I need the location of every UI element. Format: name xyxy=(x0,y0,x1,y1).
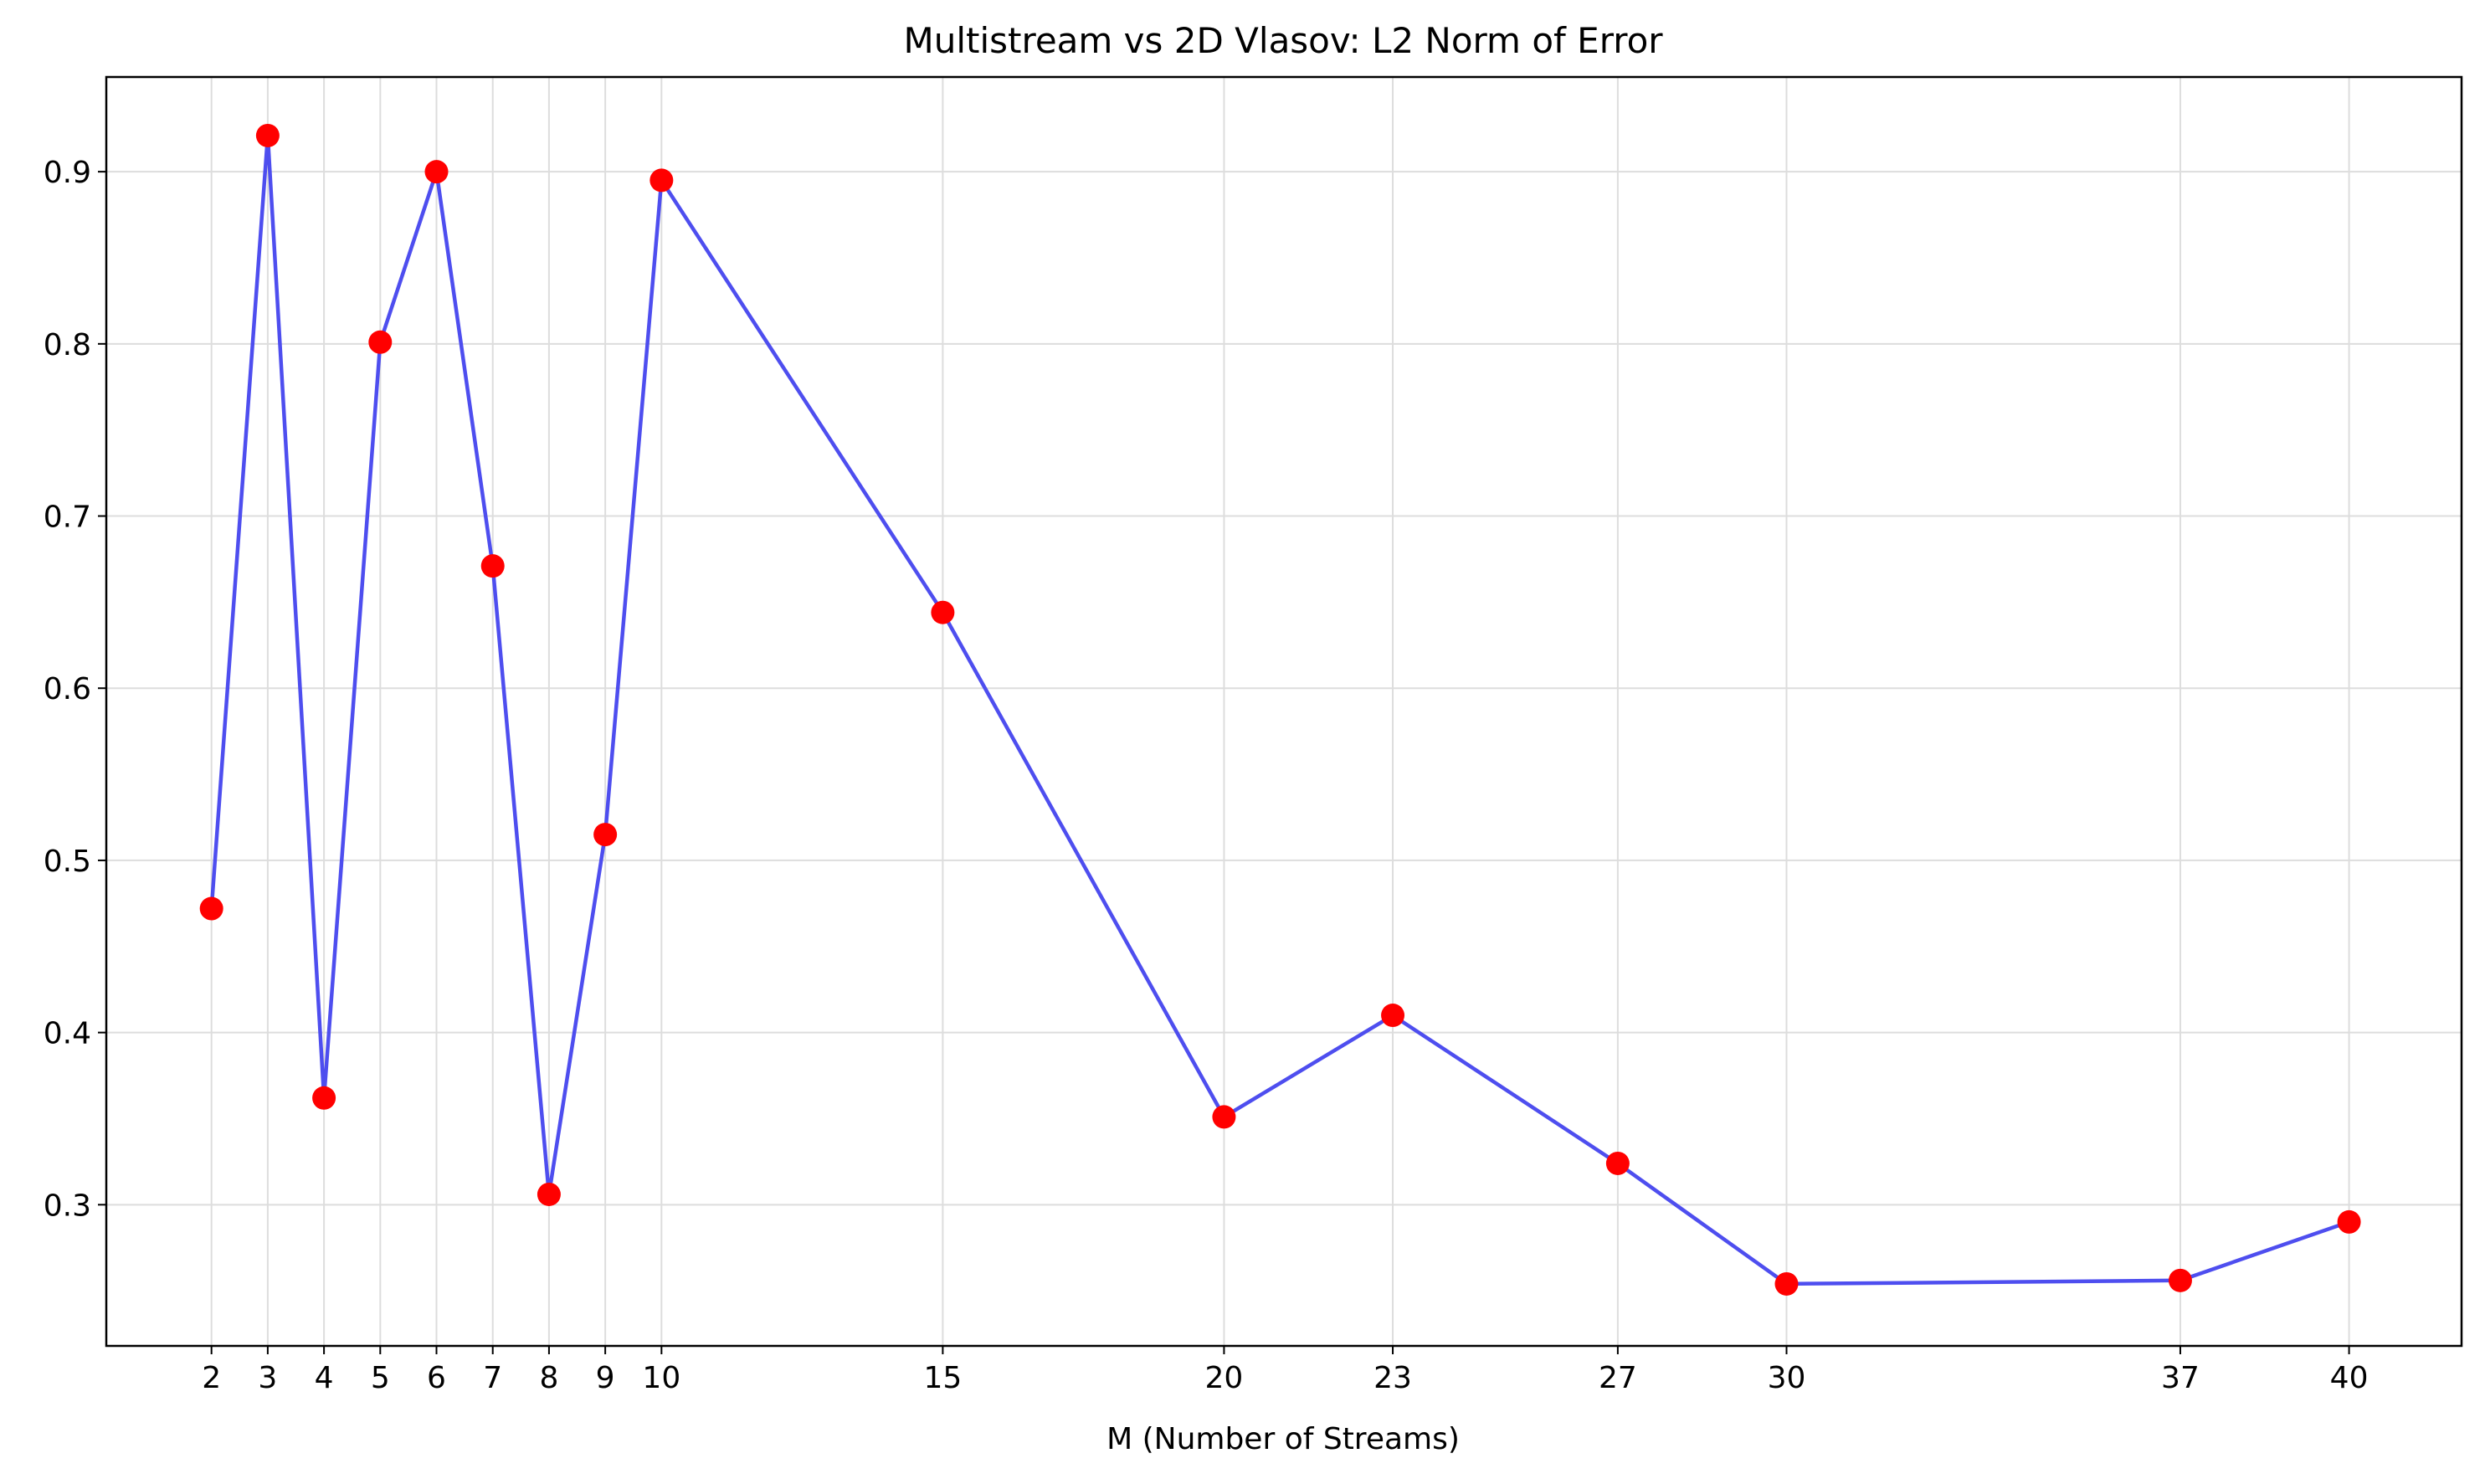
x-tick-label: 20 xyxy=(1205,1361,1244,1395)
x-tick-label: 23 xyxy=(1373,1361,1412,1395)
data-point xyxy=(255,123,280,147)
y-tick-label: 0.9 xyxy=(44,156,91,190)
x-axis-label: M (Number of Streams) xyxy=(1106,1422,1460,1456)
x-tick-label: 27 xyxy=(1599,1361,1637,1395)
series-line xyxy=(209,133,2350,1286)
x-tick-label: 5 xyxy=(371,1361,390,1395)
data-point xyxy=(2337,1209,2361,1234)
x-tick-label: 6 xyxy=(427,1361,446,1395)
data-point xyxy=(649,168,674,193)
data-point xyxy=(537,1182,561,1206)
x-tick-label: 30 xyxy=(1768,1361,1806,1395)
data-point xyxy=(424,160,449,184)
data-point xyxy=(1605,1151,1630,1175)
x-tick-label: 40 xyxy=(2330,1361,2369,1395)
data-point xyxy=(368,330,393,354)
y-tick-label: 0.8 xyxy=(44,328,91,362)
plot-frame xyxy=(105,75,2463,1348)
data-point xyxy=(931,600,955,624)
x-tick-label: 15 xyxy=(923,1361,962,1395)
data-point xyxy=(312,1086,336,1110)
y-tick-label: 0.3 xyxy=(44,1189,91,1223)
x-tick-label: 10 xyxy=(642,1361,680,1395)
data-point xyxy=(1381,1004,1405,1028)
x-tick-label: 7 xyxy=(483,1361,502,1395)
x-tick-label: 4 xyxy=(315,1361,334,1395)
data-point xyxy=(593,823,618,847)
grid-lines xyxy=(106,77,2462,1346)
x-tick-label: 9 xyxy=(596,1361,615,1395)
y-tick-label: 0.6 xyxy=(44,672,91,706)
data-point xyxy=(199,896,223,921)
x-tick-label: 8 xyxy=(539,1361,558,1395)
x-tick-label: 37 xyxy=(2161,1361,2200,1395)
data-point xyxy=(1212,1105,1236,1129)
axis-ticks: 2 3 4 5 6 7 8 9 10 15 20 23 27 30 37 400.30.40.50.60.70… xyxy=(44,156,2369,1395)
x-tick-label: 3 xyxy=(258,1361,277,1395)
y-tick-label: 0.4 xyxy=(44,1017,91,1051)
data-point xyxy=(480,554,505,578)
data-series xyxy=(199,123,2361,1296)
y-tick-label: 0.7 xyxy=(44,501,91,535)
data-point xyxy=(2168,1268,2192,1292)
data-point xyxy=(1774,1271,1799,1296)
y-tick-label: 0.5 xyxy=(44,845,91,879)
chart-title: Multistream vs 2D Vlasov: L2 Norm of Err… xyxy=(903,20,1663,61)
x-tick-label: 2 xyxy=(202,1361,221,1395)
